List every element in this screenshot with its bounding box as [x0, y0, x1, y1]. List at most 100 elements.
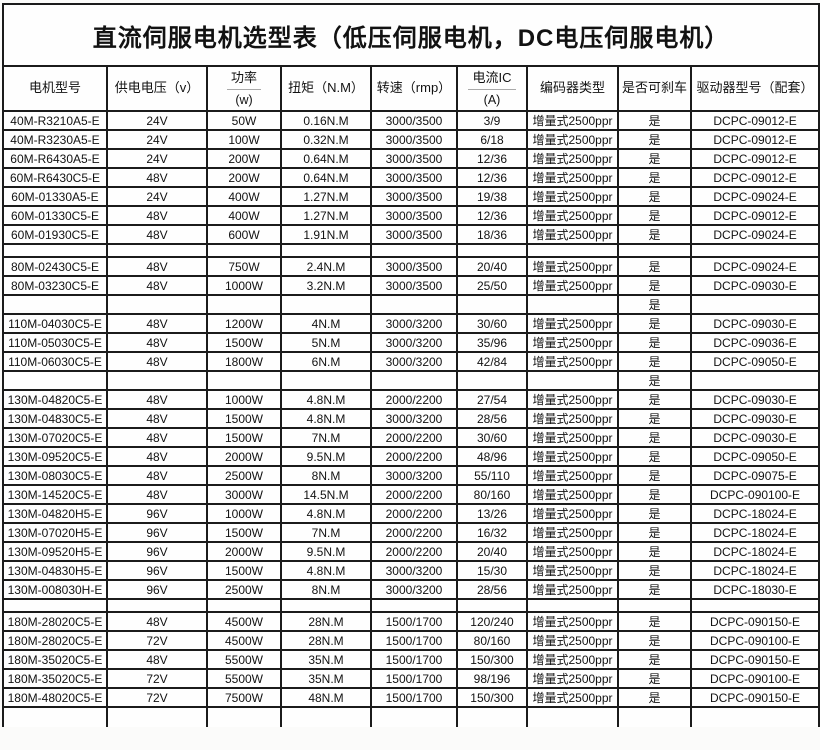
cell-supply-voltage: 24V	[106, 110, 208, 131]
table-row: 180M-28020C5-E 72V 4500W 28N.M 1500/1700 80/1…	[2, 630, 820, 651]
cell-supply-voltage: 72V	[106, 687, 208, 708]
cell-speed: 1500/1700	[370, 668, 458, 689]
cell-brake: 是	[617, 687, 692, 708]
cell-speed: 1500/1700	[370, 687, 458, 708]
cell-driver-model: DCPC-09012-E	[689, 110, 820, 131]
cell-power: 200W	[206, 167, 282, 188]
cell-torque: 9.5N.M	[280, 446, 372, 467]
cell-supply-voltage: 48V	[106, 408, 208, 429]
cell-current: 12/36	[456, 205, 528, 226]
cell-motor-model: 130M-14520C5-E	[2, 484, 108, 505]
cell-encoder-type: 增量式2500ppr	[526, 167, 619, 188]
cell-speed: 3000/3500	[370, 129, 458, 150]
cell-brake: 是	[617, 446, 692, 467]
table-row: 180M-35020C5-E 48V 5500W 35N.M 1500/1700 150/…	[2, 649, 820, 670]
table-row: 60M-01930C5-E 48V 600W 1.91N.M 3000/3500 18/3…	[2, 224, 820, 245]
cell-driver-model: DCPC-090150-E	[689, 611, 820, 632]
cell-driver-model: DCPC-09030-E	[689, 275, 820, 296]
table-row: 180M-48020C5-E 72V 7500W 48N.M 1500/1700 150/…	[2, 687, 820, 708]
cell-supply-voltage: 24V	[106, 186, 208, 207]
cell-torque	[280, 243, 372, 258]
cell-motor-model: 180M-35020C5-E	[2, 668, 108, 689]
cell-driver-model: DCPC-09030-E	[689, 389, 820, 410]
cell-driver-model: DCPC-18024-E	[689, 522, 820, 543]
cell-torque	[280, 370, 372, 391]
cell-current: 3/9	[456, 110, 528, 131]
cell-driver-model: DCPC-09050-E	[689, 446, 820, 467]
cell-speed	[370, 598, 458, 613]
table-row: 60M-R6430A5-E 24V 200W 0.64N.M 3000/3500 12/3…	[2, 148, 820, 169]
header-driver-model: 驱动器型号（配套）	[689, 65, 820, 112]
cell-current: 15/30	[456, 560, 528, 581]
spacer-row: 是	[2, 370, 820, 391]
cell-driver-model: DCPC-090100-E	[689, 484, 820, 505]
cell-supply-voltage: 96V	[106, 541, 208, 562]
cell-motor-model: 180M-48020C5-E	[2, 687, 108, 708]
cell-current	[456, 706, 528, 727]
cell-supply-voltage: 96V	[106, 522, 208, 543]
cell-current: 20/40	[456, 256, 528, 277]
cell-supply-voltage: 48V	[106, 649, 208, 670]
spacer-row: 是	[2, 294, 820, 315]
cell-encoder-type: 增量式2500ppr	[526, 503, 619, 524]
cell-motor-model	[2, 706, 108, 727]
cell-power: 1500W	[206, 427, 282, 448]
cell-power: 1500W	[206, 408, 282, 429]
cell-brake: 是	[617, 110, 692, 131]
cell-supply-voltage: 48V	[106, 484, 208, 505]
cell-power: 1800W	[206, 351, 282, 372]
cell-current: 18/36	[456, 224, 528, 245]
cell-torque: 14.5N.M	[280, 484, 372, 505]
cell-speed: 3000/3500	[370, 186, 458, 207]
cell-brake: 是	[617, 427, 692, 448]
cell-power: 400W	[206, 205, 282, 226]
cell-power	[206, 706, 282, 727]
table-row: 130M-04830C5-E 48V 1500W 4.8N.M 3000/3200 28/…	[2, 408, 820, 429]
cell-supply-voltage: 48V	[106, 224, 208, 245]
cell-torque: 4.8N.M	[280, 408, 372, 429]
cell-power: 600W	[206, 224, 282, 245]
cell-speed: 2000/2200	[370, 389, 458, 410]
cell-brake: 是	[617, 167, 692, 188]
cell-brake: 是	[617, 332, 692, 353]
header-power: 功率 (w)	[206, 65, 282, 112]
cell-brake: 是	[617, 186, 692, 207]
table-row: 130M-04830H5-E 96V 1500W 4.8N.M 3000/3200 15/…	[2, 560, 820, 581]
cell-power: 5500W	[206, 649, 282, 670]
cell-power: 200W	[206, 148, 282, 169]
cell-speed: 3000/3200	[370, 408, 458, 429]
cell-encoder-type: 增量式2500ppr	[526, 630, 619, 651]
cell-brake: 是	[617, 129, 692, 150]
header-current-label: 电流IC	[468, 70, 516, 90]
cell-driver-model: DCPC-09030-E	[689, 408, 820, 429]
cell-supply-voltage: 48V	[106, 256, 208, 277]
cell-current: 150/300	[456, 649, 528, 670]
cell-torque: 0.64N.M	[280, 167, 372, 188]
cell-torque: 2.4N.M	[280, 256, 372, 277]
cell-supply-voltage: 96V	[106, 579, 208, 600]
cell-speed: 2000/2200	[370, 503, 458, 524]
cell-encoder-type: 增量式2500ppr	[526, 351, 619, 372]
cell-encoder-type: 增量式2500ppr	[526, 484, 619, 505]
cell-driver-model	[689, 243, 820, 258]
cell-speed: 2000/2200	[370, 484, 458, 505]
cell-torque: 28N.M	[280, 611, 372, 632]
cell-brake	[617, 243, 692, 258]
header-speed: 转速（rmp）	[370, 65, 458, 112]
cell-brake: 是	[617, 351, 692, 372]
cell-current: 30/60	[456, 313, 528, 334]
cell-brake: 是	[617, 522, 692, 543]
cell-power: 1500W	[206, 522, 282, 543]
cell-torque: 5N.M	[280, 332, 372, 353]
cell-motor-model: 110M-04030C5-E	[2, 313, 108, 334]
cell-driver-model: DCPC-09030-E	[689, 313, 820, 334]
cell-power: 7500W	[206, 687, 282, 708]
cell-current: 80/160	[456, 484, 528, 505]
cell-speed: 2000/2200	[370, 446, 458, 467]
cell-power: 750W	[206, 256, 282, 277]
cell-speed: 1500/1700	[370, 649, 458, 670]
cell-speed	[370, 370, 458, 391]
header-encoder-type: 编码器类型	[526, 65, 619, 112]
cell-encoder-type: 增量式2500ppr	[526, 408, 619, 429]
cell-torque	[280, 598, 372, 613]
